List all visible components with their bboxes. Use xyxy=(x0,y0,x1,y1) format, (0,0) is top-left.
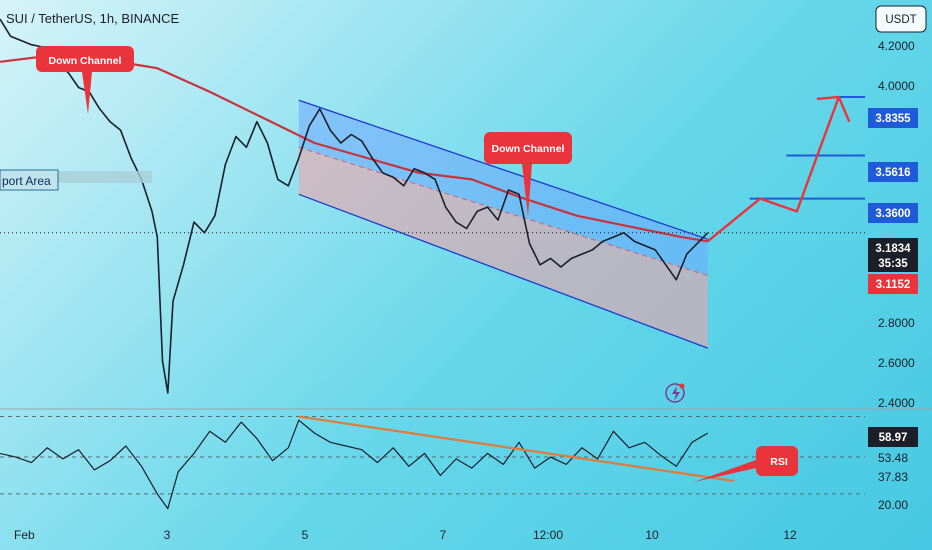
channel-upper-fill xyxy=(298,100,708,276)
projection-arrowhead xyxy=(816,95,851,123)
rsi-tick-label: 20.00 xyxy=(878,498,908,512)
x-tick-label: 12 xyxy=(783,528,797,542)
channel-upper-line[interactable] xyxy=(298,99,708,240)
callout-down-channel-1: Down Channel xyxy=(36,46,134,114)
callout-rsi: RSI xyxy=(694,446,798,482)
y-tick-label: 4.0000 xyxy=(878,79,915,93)
x-tick-label: 5 xyxy=(302,528,309,542)
badge-rsi-current[interactable]: 58.97 xyxy=(868,427,918,447)
badge-current-price[interactable]: 3.1834 35:35 xyxy=(868,238,918,272)
badge-ma[interactable]: 3.1152 xyxy=(868,274,918,294)
rsi-layer xyxy=(0,415,865,510)
x-tick-label: 12:00 xyxy=(533,528,563,542)
x-tick-label: 3 xyxy=(164,528,171,542)
callout-down-channel-2: Down Channel xyxy=(484,132,572,216)
badge-ma-bg xyxy=(868,274,918,294)
badge-level-2[interactable]: 3.5616 xyxy=(868,162,918,182)
support-area-box: port Area xyxy=(0,169,152,191)
badge-level-3-text: 3.3600 xyxy=(875,208,910,220)
y-tick-label: 2.4000 xyxy=(878,396,915,410)
support-label: port Area xyxy=(2,174,51,188)
badge-level-1-bg xyxy=(868,108,918,128)
rsi-tick-label: 53.48 xyxy=(878,451,908,465)
badge-level-1[interactable]: 3.8355 xyxy=(868,108,918,128)
projection-path xyxy=(706,96,840,243)
projection-layer xyxy=(706,95,851,243)
rsi-trendline[interactable] xyxy=(298,415,735,483)
badge-current-bg xyxy=(868,238,918,272)
callout-label-rsi: RSI xyxy=(770,456,788,468)
y-tick-label: 4.2000 xyxy=(878,39,915,53)
callout-label-1: Down Channel xyxy=(49,55,122,67)
callout-label-2: Down Channel xyxy=(492,143,565,155)
rsi-line[interactable] xyxy=(0,419,709,510)
badge-level-1-text: 3.8355 xyxy=(875,113,911,125)
badge-current-text: 3.1834 xyxy=(875,243,911,255)
currency-button[interactable]: USDT xyxy=(875,5,927,33)
x-tick-label: 7 xyxy=(440,528,447,542)
currency-label: USDT xyxy=(885,14,916,26)
badge-level-3-bg xyxy=(868,203,918,223)
badge-level-2-bg xyxy=(868,162,918,182)
badge-level-3[interactable]: 3.3600 xyxy=(868,203,918,223)
channel-lower-line[interactable] xyxy=(298,193,708,349)
lightning-icon[interactable] xyxy=(665,383,685,403)
badge-countdown-text: 35:35 xyxy=(878,258,908,270)
y-tick-label: 2.6000 xyxy=(878,356,915,370)
badge-level-2-text: 3.5616 xyxy=(875,167,910,179)
badge-rsi-current-bg xyxy=(868,427,918,447)
price-line[interactable] xyxy=(0,18,709,394)
channel-layer xyxy=(298,99,708,349)
chart-title: SUI / TetherUS, 1h, BINANCE xyxy=(6,11,179,26)
x-tick-label: Feb xyxy=(14,528,35,542)
price-layer xyxy=(0,18,865,394)
x-tick-label: 10 xyxy=(645,528,659,542)
axis-layer: 4.20004.00003.00002.80002.60002.4000Feb3… xyxy=(14,39,918,542)
y-tick-label: 2.8000 xyxy=(878,316,915,330)
badge-ma-text: 3.1152 xyxy=(876,279,911,291)
channel-lower-fill xyxy=(298,147,708,349)
badge-rsi-current-text: 58.97 xyxy=(879,432,908,444)
rsi-tick-label: 37.83 xyxy=(878,470,908,484)
level-layer xyxy=(749,95,865,200)
